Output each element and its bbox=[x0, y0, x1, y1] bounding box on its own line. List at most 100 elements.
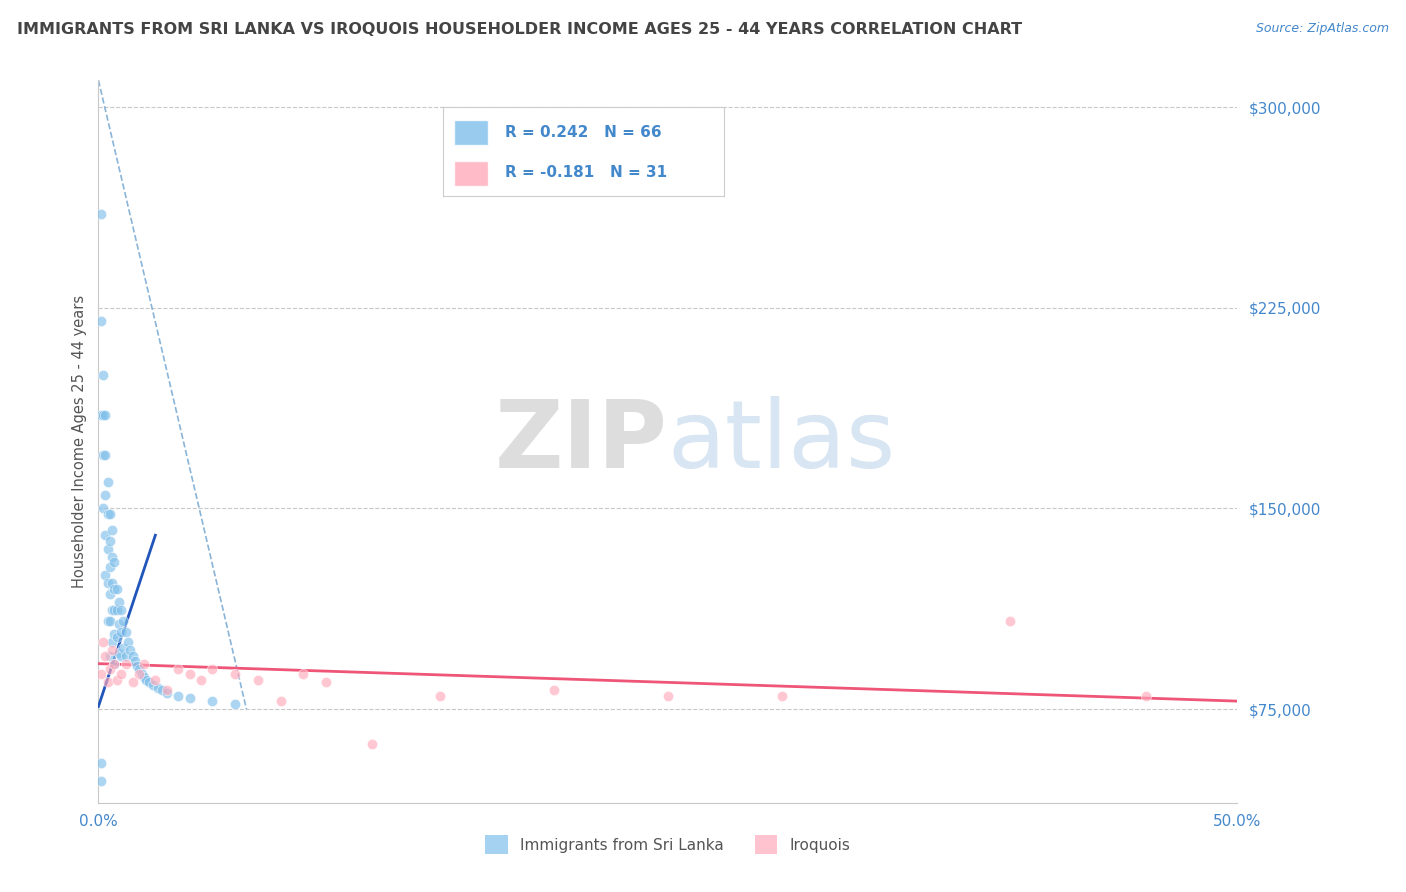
Y-axis label: Householder Income Ages 25 - 44 years: Householder Income Ages 25 - 44 years bbox=[72, 295, 87, 588]
Point bbox=[114, 648, 136, 663]
Point bbox=[110, 648, 132, 663]
Point bbox=[201, 694, 224, 708]
Point bbox=[98, 533, 121, 548]
Point bbox=[121, 675, 143, 690]
Text: IMMIGRANTS FROM SRI LANKA VS IROQUOIS HOUSEHOLDER INCOME AGES 25 - 44 YEARS CORR: IMMIGRANTS FROM SRI LANKA VS IROQUOIS HO… bbox=[17, 22, 1022, 37]
Point bbox=[121, 648, 143, 663]
Point bbox=[135, 673, 157, 687]
Point bbox=[108, 646, 131, 660]
Point bbox=[120, 643, 142, 657]
Point bbox=[101, 549, 124, 564]
Point bbox=[94, 488, 117, 502]
Text: R = -0.181   N = 31: R = -0.181 N = 31 bbox=[505, 165, 666, 179]
Point bbox=[146, 681, 169, 695]
FancyBboxPatch shape bbox=[454, 161, 488, 186]
Point bbox=[108, 595, 131, 609]
Point bbox=[132, 657, 155, 671]
Point bbox=[103, 627, 125, 641]
Point bbox=[98, 662, 121, 676]
Point bbox=[292, 667, 315, 681]
Point bbox=[90, 314, 112, 328]
Point bbox=[98, 587, 121, 601]
Point bbox=[96, 675, 118, 690]
Point bbox=[124, 654, 146, 668]
Point bbox=[224, 667, 246, 681]
Point bbox=[1135, 689, 1157, 703]
Point bbox=[90, 667, 112, 681]
Point bbox=[105, 603, 128, 617]
Point bbox=[96, 576, 118, 591]
Legend: Immigrants from Sri Lanka, Iroquois: Immigrants from Sri Lanka, Iroquois bbox=[479, 830, 856, 860]
Point bbox=[90, 756, 112, 770]
Point bbox=[190, 673, 212, 687]
Point bbox=[270, 694, 292, 708]
Point bbox=[90, 408, 112, 422]
FancyBboxPatch shape bbox=[454, 120, 488, 145]
Point bbox=[156, 683, 179, 698]
Point bbox=[91, 408, 114, 422]
Point bbox=[132, 670, 155, 684]
Point bbox=[96, 541, 118, 556]
Point bbox=[94, 408, 117, 422]
Point bbox=[108, 616, 131, 631]
Point bbox=[114, 624, 136, 639]
Point bbox=[98, 648, 121, 663]
Point bbox=[101, 603, 124, 617]
Point bbox=[179, 691, 201, 706]
Point bbox=[167, 662, 190, 676]
Point bbox=[246, 673, 269, 687]
Point bbox=[103, 582, 125, 596]
Point bbox=[91, 368, 114, 382]
Point bbox=[110, 667, 132, 681]
Point bbox=[94, 648, 117, 663]
Point bbox=[770, 689, 793, 703]
Point bbox=[98, 560, 121, 574]
Point bbox=[91, 635, 114, 649]
Point bbox=[117, 635, 139, 649]
Point bbox=[94, 528, 117, 542]
Point bbox=[315, 675, 337, 690]
Point bbox=[112, 640, 135, 655]
Point bbox=[91, 501, 114, 516]
Point bbox=[103, 657, 125, 671]
Point bbox=[128, 662, 150, 676]
Point bbox=[127, 659, 149, 673]
Point bbox=[998, 614, 1021, 628]
Point bbox=[131, 667, 153, 681]
Point bbox=[138, 675, 160, 690]
Point bbox=[90, 774, 112, 789]
Point bbox=[103, 657, 125, 671]
Point bbox=[179, 667, 201, 681]
Point bbox=[90, 207, 112, 221]
Text: atlas: atlas bbox=[668, 395, 896, 488]
Point bbox=[103, 603, 125, 617]
Point bbox=[94, 568, 117, 582]
Point bbox=[145, 673, 167, 687]
Point bbox=[101, 643, 124, 657]
Point bbox=[101, 576, 124, 591]
Point bbox=[101, 523, 124, 537]
Point bbox=[657, 689, 679, 703]
Point bbox=[103, 555, 125, 569]
Point bbox=[101, 635, 124, 649]
Text: Source: ZipAtlas.com: Source: ZipAtlas.com bbox=[1256, 22, 1389, 36]
Point bbox=[105, 630, 128, 644]
Text: R = 0.242   N = 66: R = 0.242 N = 66 bbox=[505, 125, 661, 139]
Point bbox=[224, 697, 246, 711]
Point bbox=[98, 507, 121, 521]
Point bbox=[156, 686, 179, 700]
Point bbox=[112, 614, 135, 628]
Point bbox=[96, 475, 118, 489]
Point bbox=[94, 448, 117, 462]
Point bbox=[128, 667, 150, 681]
Point bbox=[110, 603, 132, 617]
Point bbox=[360, 737, 382, 751]
Point bbox=[110, 624, 132, 639]
Point bbox=[98, 614, 121, 628]
Point bbox=[96, 614, 118, 628]
Point bbox=[429, 689, 451, 703]
Point bbox=[114, 657, 136, 671]
Point bbox=[105, 673, 128, 687]
Point bbox=[105, 582, 128, 596]
Point bbox=[91, 448, 114, 462]
